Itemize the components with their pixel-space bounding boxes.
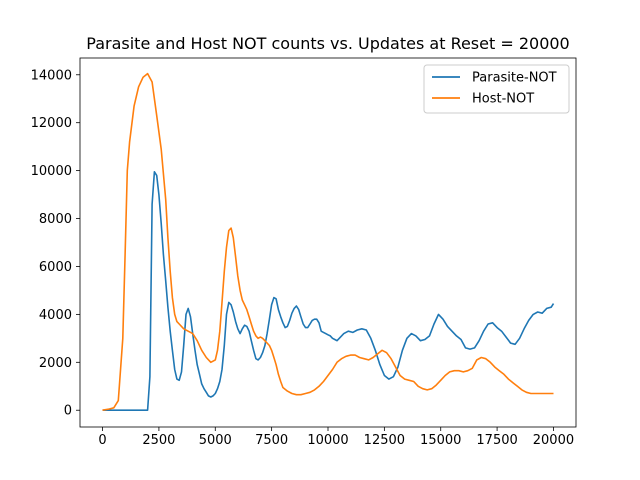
x-tick-label: 17500 [476,433,517,448]
y-tick-label: 8000 [39,212,72,227]
legend-label-parasite-not: Parasite-NOT [472,71,557,86]
y-tick-label: 6000 [39,260,72,275]
x-tick-label: 20000 [533,433,574,448]
x-tick-label: 5000 [199,433,232,448]
x-tick-label: 12500 [364,433,405,448]
x-tick-label: 10000 [307,433,348,448]
x-tick-label: 15000 [420,433,461,448]
plot-area [102,72,555,412]
legend-box [423,64,570,114]
y-axis: 0 2000 4000 6000 8000 10000 12000 14000 [31,68,80,419]
legend: Parasite-NOT Host-NOT [423,64,570,114]
y-tick-label: 14000 [31,68,72,83]
series-line-parasite-not [102,171,555,412]
y-tick-label: 0 [64,404,72,419]
y-tick-label: 10000 [31,164,72,179]
chart-title: Parasite and Host NOT counts vs. Updates… [86,34,569,53]
x-tick-label: 2500 [142,433,175,448]
x-tick-label: 7500 [255,433,288,448]
series-line-host-not [102,72,554,411]
y-tick-label: 2000 [39,356,72,371]
legend-label-host-not: Host-NOT [472,92,534,107]
y-tick-label: 4000 [39,308,72,323]
x-tick-label: 0 [98,433,106,448]
x-axis: 0 2500 5000 7500 10000 12500 15000 17500 20000 [98,427,574,448]
y-tick-label: 12000 [31,116,72,131]
